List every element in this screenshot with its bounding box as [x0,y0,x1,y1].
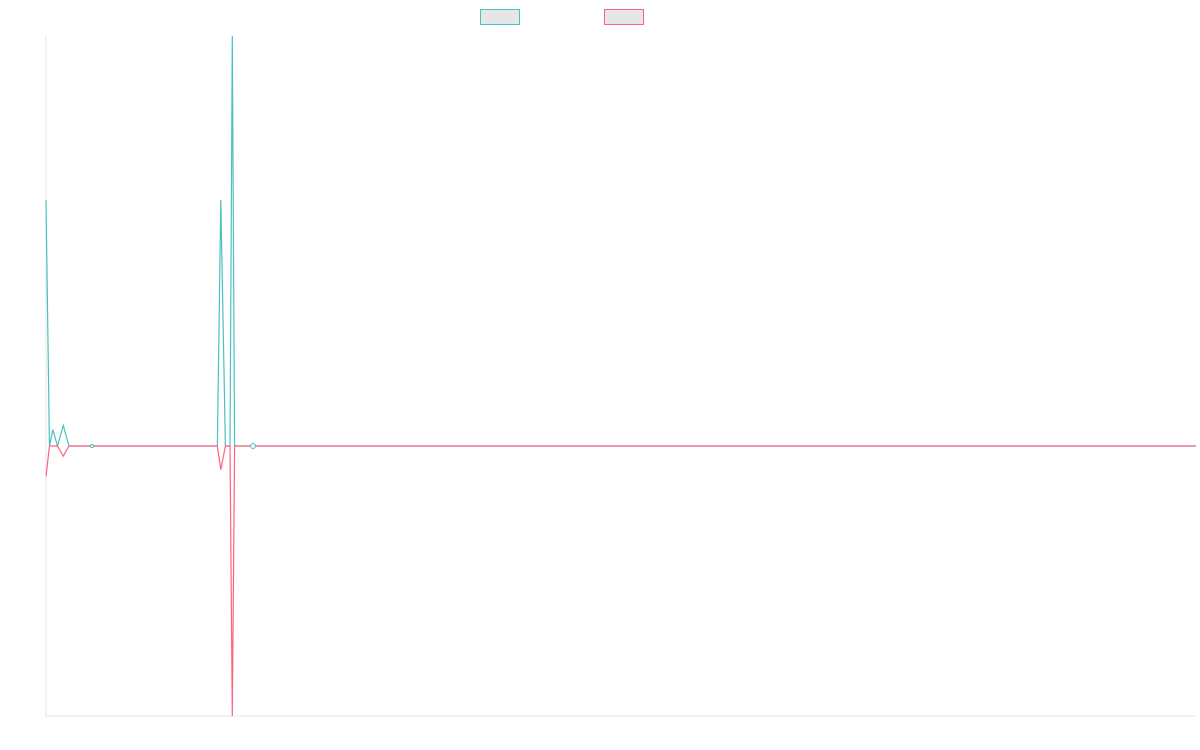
series-line-b [45,445,1196,717]
data-point-marker[interactable] [250,443,256,449]
data-point-marker[interactable] [90,444,94,448]
legend-swatch-series-b[interactable] [604,9,644,25]
legend-swatch-series-a[interactable] [480,9,520,25]
series-line-a [45,35,1196,449]
